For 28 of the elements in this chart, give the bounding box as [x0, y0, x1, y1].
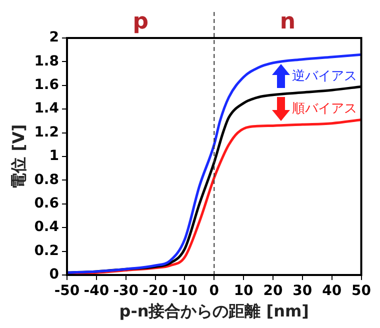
y-tick-label: 1.8	[34, 53, 59, 70]
x-axis-title: p-n接合からの距離 [nm]	[119, 302, 310, 321]
x-tick-label: -20	[142, 283, 168, 300]
x-tick-label: 40	[322, 283, 342, 300]
y-tick-label: 2	[49, 30, 59, 46]
y-tick-label: 0.6	[34, 196, 59, 212]
y-axis-title: 電位 [V]	[8, 124, 28, 189]
x-tick-label: 50	[352, 283, 372, 300]
x-tick-label: -50	[54, 283, 80, 300]
text: p	[132, 10, 148, 35]
annotation: 順バイアス	[292, 101, 358, 116]
y-tick-label: 1.6	[34, 77, 59, 94]
x-tick-label: 0	[209, 283, 220, 300]
y-tick-label: 1.4	[34, 100, 60, 117]
y-tick-label: 0.2	[34, 242, 59, 259]
y-tick-label: 0.8	[34, 172, 59, 188]
x-tick-label: -10	[172, 283, 198, 300]
y-tick-label: 1	[49, 148, 59, 164]
y-tick-label: 0	[49, 266, 60, 283]
x-tick-label: 20	[263, 283, 283, 300]
y-tick-label: 1.2	[34, 124, 59, 140]
text: n	[280, 10, 296, 35]
x-tick-label: -40	[84, 283, 110, 300]
x-tick-label: 30	[292, 283, 312, 300]
x-tick-label: -30	[113, 283, 139, 300]
annotation: 逆バイアス	[292, 68, 358, 84]
x-tick-label: 10	[234, 283, 254, 300]
y-tick-label: 0.4	[34, 219, 60, 236]
